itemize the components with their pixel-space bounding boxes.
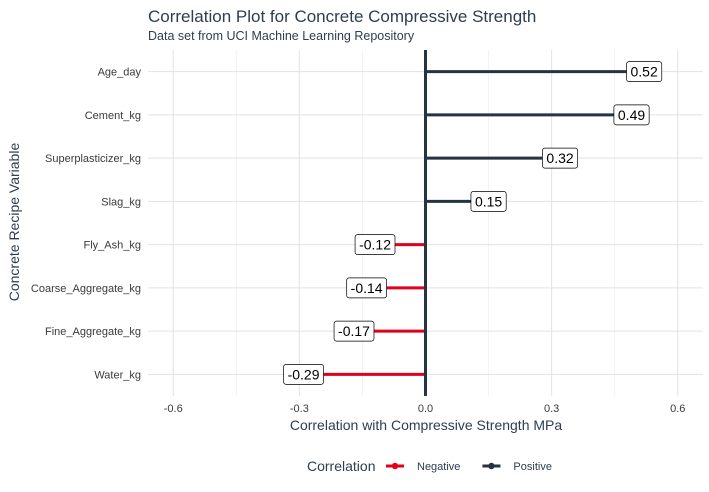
data-label: -0.14: [346, 277, 387, 299]
svg-text:-0.12: -0.12: [359, 237, 391, 253]
data-label: -0.12: [354, 234, 396, 255]
y-tick-label: Fly_Ash_kg: [84, 240, 141, 252]
x-tick-label: -0.6: [164, 403, 183, 415]
y-tick-label: Cement_kg: [85, 110, 141, 122]
x-tick-label: 0.0: [418, 403, 433, 415]
x-tick-label: 0.6: [670, 403, 685, 415]
legend-label: Negative: [417, 461, 460, 473]
data-label: 0.32: [542, 147, 579, 169]
y-tick-label: Coarse_Aggregate_kg: [31, 283, 141, 295]
value-labels: 0.52 0.49 0.32 0.15 -0.12 -0.14 -0.17 -0.29: [283, 61, 663, 385]
svg-text:-0.29: -0.29: [288, 366, 320, 382]
y-tick-label: Superplasticizer_kg: [45, 153, 141, 165]
x-axis-title: Correlation with Compressive Strength MP…: [290, 417, 563, 433]
legend: Correlation Negative Positive: [307, 458, 552, 474]
data-label: 0.52: [626, 61, 663, 82]
x-tick-label: 0.3: [544, 403, 559, 415]
legend-entries: Negative Positive: [386, 461, 552, 473]
data-label: -0.17: [333, 320, 375, 342]
legend-key-point: [488, 462, 495, 470]
y-axis-ticks: Age_day Cement_kg Superplasticizer_kg Slag_…: [31, 67, 142, 382]
legend-key-point: [391, 462, 399, 470]
data-label: -0.29: [283, 364, 324, 385]
y-tick-label: Fine_Aggregate_kg: [45, 326, 141, 338]
chart-title: Correlation Plot for Concrete Compressiv…: [148, 7, 536, 26]
svg-text:-0.17: -0.17: [338, 323, 370, 339]
y-tick-label: Slag_kg: [101, 196, 141, 208]
legend-label: Positive: [513, 461, 552, 473]
svg-text:-0.14: -0.14: [351, 280, 383, 296]
y-tick-label: Age_day: [98, 67, 142, 79]
svg-text:0.32: 0.32: [546, 150, 573, 166]
x-axis-ticks: -0.6 -0.3 0.0 0.3 0.6: [164, 403, 686, 415]
legend-entry: Negative: [386, 461, 460, 473]
legend-entry: Positive: [482, 461, 552, 473]
data-label: 0.49: [613, 104, 650, 126]
y-tick-label: Water_kg: [94, 369, 141, 381]
svg-text:0.52: 0.52: [631, 64, 658, 80]
chart-subtitle: Data set from UCI Machine Learning Repos…: [148, 29, 415, 43]
y-axis-title: Concrete Recipe Variable: [6, 143, 22, 302]
legend-title: Correlation: [307, 458, 375, 474]
svg-text:0.15: 0.15: [475, 193, 502, 209]
x-tick-label: -0.3: [290, 403, 309, 415]
svg-text:0.49: 0.49: [618, 107, 645, 123]
data-label: 0.15: [470, 191, 507, 212]
